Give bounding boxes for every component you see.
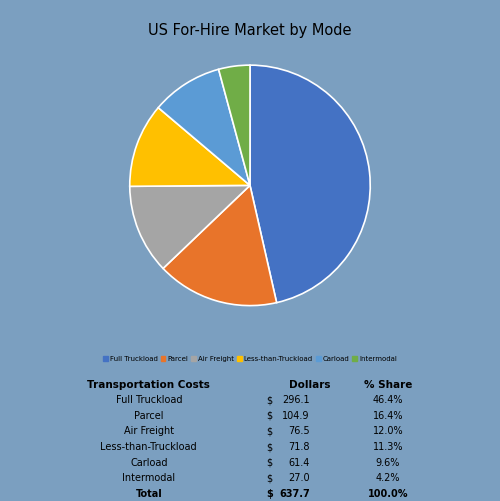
Wedge shape [130, 108, 250, 186]
Text: US For-Hire Market by Mode: US For-Hire Market by Mode [148, 23, 352, 38]
Text: Transportation Costs: Transportation Costs [88, 380, 210, 389]
Text: Full Truckload: Full Truckload [116, 395, 182, 405]
Text: $: $ [266, 426, 272, 436]
Text: 9.6%: 9.6% [376, 458, 400, 468]
Text: $: $ [266, 458, 272, 468]
Text: Parcel: Parcel [134, 411, 164, 421]
Text: 4.2%: 4.2% [376, 473, 400, 483]
Text: Dollars: Dollars [289, 380, 331, 389]
Text: % Share: % Share [364, 380, 412, 389]
Text: 104.9: 104.9 [282, 411, 310, 421]
Text: Less-than-Truckload: Less-than-Truckload [100, 442, 197, 452]
Text: 296.1: 296.1 [282, 395, 310, 405]
Legend: Full Truckload, Parcel, Air Freight, Less-than-Truckload, Carload, Intermodal: Full Truckload, Parcel, Air Freight, Les… [102, 355, 398, 362]
Wedge shape [163, 185, 276, 306]
Text: 637.7: 637.7 [279, 489, 310, 499]
Text: $: $ [266, 395, 272, 405]
Text: 61.4: 61.4 [288, 458, 310, 468]
Text: Air Freight: Air Freight [124, 426, 174, 436]
Text: Intermodal: Intermodal [122, 473, 176, 483]
Text: 46.4%: 46.4% [373, 395, 404, 405]
Wedge shape [218, 65, 250, 185]
Text: 100.0%: 100.0% [368, 489, 408, 499]
Text: Carload: Carload [130, 458, 168, 468]
Text: $: $ [266, 473, 272, 483]
Text: 11.3%: 11.3% [373, 442, 404, 452]
Text: 71.8: 71.8 [288, 442, 310, 452]
Text: $: $ [266, 489, 273, 499]
Text: $: $ [266, 442, 272, 452]
Text: 27.0: 27.0 [288, 473, 310, 483]
Text: 76.5: 76.5 [288, 426, 310, 436]
Text: 16.4%: 16.4% [373, 411, 404, 421]
Text: 12.0%: 12.0% [372, 426, 404, 436]
Wedge shape [250, 65, 370, 303]
Wedge shape [130, 185, 250, 269]
Text: $: $ [266, 411, 272, 421]
Wedge shape [158, 69, 250, 185]
Text: Total: Total [136, 489, 162, 499]
